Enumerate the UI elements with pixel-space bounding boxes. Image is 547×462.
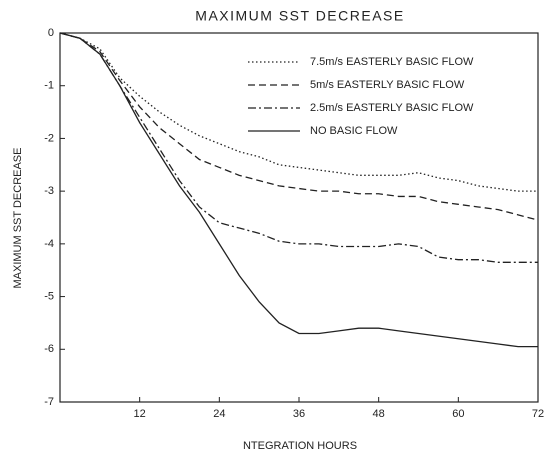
- y-axis-label: MAXIMUM SST DECREASE: [12, 148, 24, 289]
- y-tick-label: -3: [44, 185, 54, 197]
- x-tick-label: 24: [213, 408, 225, 420]
- x-tick-label: 72: [532, 408, 544, 420]
- y-tick-label: -4: [44, 238, 54, 250]
- x-tick-label: 36: [293, 408, 305, 420]
- legend-label: NO BASIC FLOW: [310, 125, 398, 137]
- y-tick-label: -5: [44, 290, 54, 302]
- legend-label: 2.5m/s EASTERLY BASIC FLOW: [310, 102, 474, 114]
- series-line: [59, 32, 539, 221]
- series-line: [59, 32, 538, 263]
- x-tick-label: 12: [134, 408, 146, 420]
- y-tick-label: -6: [44, 343, 54, 355]
- y-tick-label: -7: [44, 396, 54, 408]
- chart-title: MAXIMUM SST DECREASE: [195, 8, 404, 24]
- y-tick-label: 0: [48, 27, 54, 39]
- x-tick-label: 48: [373, 408, 385, 420]
- series-line: [59, 32, 538, 192]
- plot-frame: [59, 32, 539, 403]
- y-tick-label: -2: [44, 132, 54, 144]
- x-tick-label: 60: [452, 408, 464, 420]
- legend-label: 7.5m/s EASTERLY BASIC FLOW: [310, 56, 474, 68]
- legend-label: 5m/s EASTERLY BASIC FLOW: [310, 79, 465, 91]
- y-tick-label: -1: [44, 80, 54, 92]
- x-axis-label: NTEGRATION HOURS: [243, 440, 357, 452]
- series-line: [59, 32, 538, 348]
